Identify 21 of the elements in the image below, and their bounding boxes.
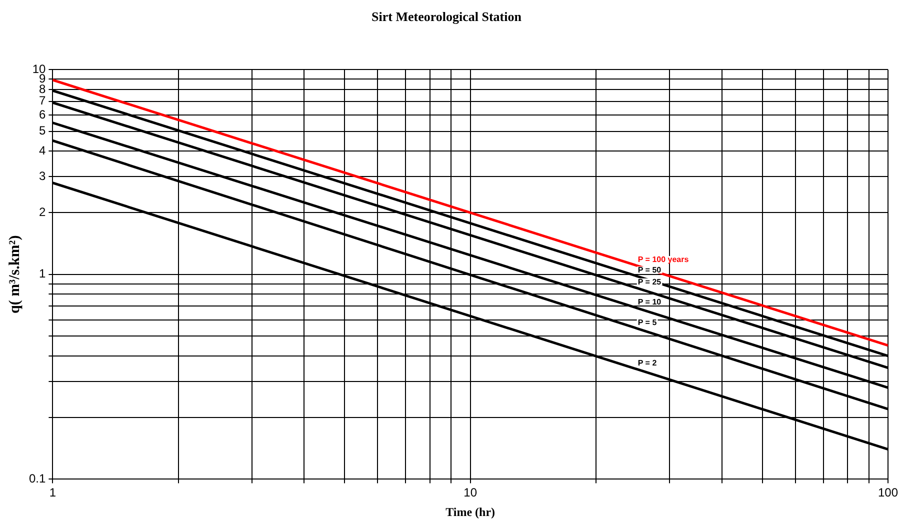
y-tick-label: 2	[38, 205, 46, 220]
y-tick-label: 1	[38, 266, 46, 281]
x-tick-label: 100	[878, 486, 898, 500]
chart-title: Sirt Meteorological Station	[372, 9, 522, 24]
y-axis-title: q( m³/s.km²)	[6, 235, 23, 314]
x-tick-label: 1	[49, 486, 56, 500]
series-label: P = 100 years	[638, 255, 690, 264]
y-tick-label: 5	[38, 124, 46, 138]
series-label: P = 25	[638, 278, 662, 287]
y-tick-label: 6	[38, 107, 46, 122]
series-label: P = 2	[638, 358, 658, 368]
y-tick-label: 8	[38, 82, 46, 96]
y-tick-label: 3	[38, 169, 46, 183]
series-label: P = 50	[638, 266, 662, 275]
x-axis-title: Time (hr)	[446, 504, 496, 519]
series-label: P = 10	[638, 298, 662, 307]
series-label: P = 5	[638, 318, 658, 327]
y-tick-label: 0.1	[28, 472, 46, 486]
y-tick-label: 4	[38, 143, 46, 158]
x-tick-label: 10	[464, 486, 478, 500]
y-tick-label: 7	[38, 94, 46, 108]
